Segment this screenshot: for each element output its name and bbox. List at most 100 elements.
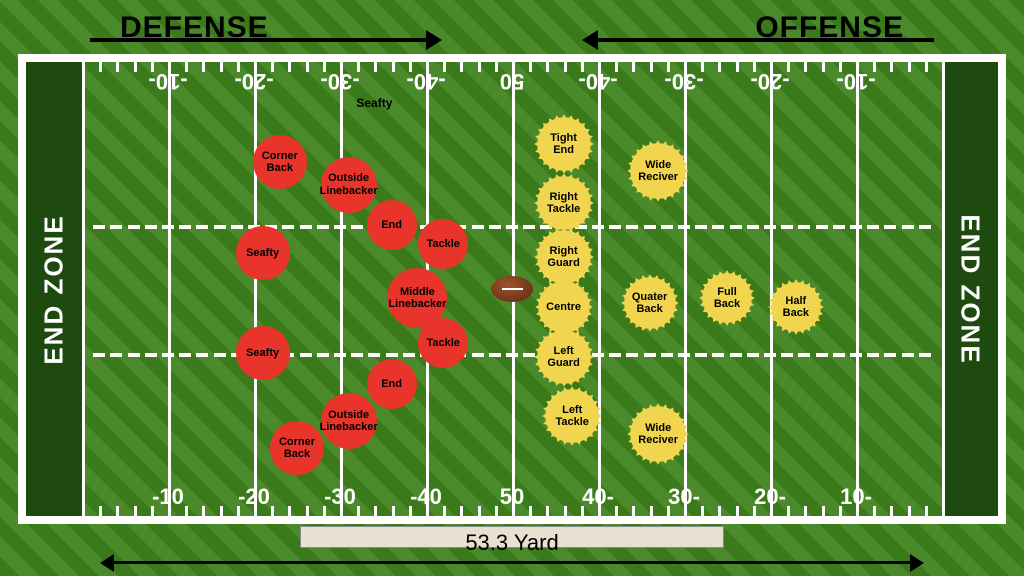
offense-player: Left Guard	[537, 330, 591, 384]
football-icon	[491, 276, 533, 302]
defense-player: Outside Linebacker	[321, 393, 377, 449]
hash-mark	[179, 225, 191, 229]
yard-tick	[306, 506, 309, 516]
hash-mark	[747, 353, 759, 357]
yard-tick	[804, 62, 807, 72]
offense-arrow	[594, 38, 934, 42]
hash-mark	[386, 353, 398, 357]
endzone-right-label: END ZONE	[955, 214, 986, 364]
hash-mark	[489, 353, 501, 357]
yard-number-bottom: 50	[500, 484, 524, 510]
hash-mark	[489, 225, 501, 229]
hash-mark	[678, 353, 690, 357]
yard-tick	[822, 506, 825, 516]
offense-player: Quater Back	[624, 277, 676, 329]
yard-number-top: -30-	[320, 68, 359, 94]
hash-mark	[850, 225, 862, 229]
hash-mark	[730, 225, 742, 229]
yard-tick	[185, 506, 188, 516]
yard-tick	[632, 62, 635, 72]
hash-mark	[626, 353, 638, 357]
yard-number-bottom: 30-	[668, 484, 700, 510]
yard-tick	[736, 506, 739, 516]
yard-tick	[925, 506, 928, 516]
safety-marker: Seafty	[356, 96, 392, 110]
yard-tick	[787, 506, 790, 516]
defense-player: Tackle	[418, 318, 468, 368]
yard-number-top: -20-	[234, 68, 273, 94]
yard-tick	[99, 506, 102, 516]
yard-tick	[890, 62, 893, 72]
yard-tick	[134, 62, 137, 72]
endzone-left: END ZONE	[26, 62, 82, 516]
yard-tick	[650, 506, 653, 516]
yard-tick	[116, 506, 119, 516]
hash-mark	[110, 353, 122, 357]
yard-tick	[306, 62, 309, 72]
yard-tick	[374, 62, 377, 72]
hash-mark	[816, 353, 828, 357]
defense-player: End	[367, 359, 417, 409]
yard-tick	[564, 62, 567, 72]
hash-mark	[351, 225, 363, 229]
offense-player: Right Tackle	[537, 176, 591, 230]
yard-number-bottom: -30	[324, 484, 356, 510]
yard-tick	[374, 506, 377, 516]
yard-tick	[873, 506, 876, 516]
yard-number-top: -10-	[148, 68, 187, 94]
yard-tick	[460, 506, 463, 516]
hash-mark	[712, 353, 724, 357]
yard-tick	[99, 62, 102, 72]
yard-number-top: -20-	[750, 68, 789, 94]
yard-tick	[615, 506, 618, 516]
defense-player: End	[367, 200, 417, 250]
hash-mark	[902, 225, 914, 229]
yard-number-bottom: 20-	[754, 484, 786, 510]
offense-player: Centre	[538, 281, 590, 333]
hash-mark	[368, 353, 380, 357]
yard-number-bottom: -40	[410, 484, 442, 510]
defense-player: Outside Linebacker	[321, 157, 377, 213]
hash-mark	[764, 225, 776, 229]
hash-mark	[317, 225, 329, 229]
yard-tick	[908, 62, 911, 72]
yard-line	[856, 62, 859, 516]
yard-number-top: -40-	[578, 68, 617, 94]
yard-tick	[134, 506, 137, 516]
footer-width-arrow	[110, 561, 914, 564]
hash-mark	[695, 353, 707, 357]
endzone-left-label: END ZONE	[39, 214, 70, 364]
yard-tick	[564, 506, 567, 516]
hash-mark	[231, 225, 243, 229]
hash-mark	[351, 353, 363, 357]
hash-mark	[867, 353, 879, 357]
offense-player: Wide Reciver	[630, 143, 686, 199]
yard-tick	[288, 62, 291, 72]
hash-mark	[833, 225, 845, 229]
hash-mark	[781, 353, 793, 357]
hash-mark	[919, 353, 931, 357]
yard-number-bottom: -10	[152, 484, 184, 510]
hash-mark	[472, 225, 484, 229]
hash-mark	[730, 353, 742, 357]
yard-number-bottom: 10-	[840, 484, 872, 510]
defense-player: Seafty	[236, 326, 290, 380]
hash-mark	[162, 225, 174, 229]
offense-player: Tight End	[537, 117, 591, 171]
hash-mark	[110, 225, 122, 229]
hash-mark	[712, 225, 724, 229]
offense-player: Left Tackle	[545, 389, 599, 443]
yard-tick	[202, 62, 205, 72]
yard-tick	[495, 506, 498, 516]
hash-mark	[644, 225, 656, 229]
hash-mark	[798, 353, 810, 357]
yard-line	[598, 62, 601, 516]
yard-tick	[718, 506, 721, 516]
hash-mark	[93, 353, 105, 357]
offense-player: Half Back	[771, 282, 821, 332]
defense-player: Corner Back	[270, 421, 324, 475]
hash-mark	[196, 225, 208, 229]
field-border: END ZONE END ZONE -10--10-20--20-30--30-…	[18, 54, 1006, 524]
hash-mark	[695, 225, 707, 229]
hash-mark	[867, 225, 879, 229]
